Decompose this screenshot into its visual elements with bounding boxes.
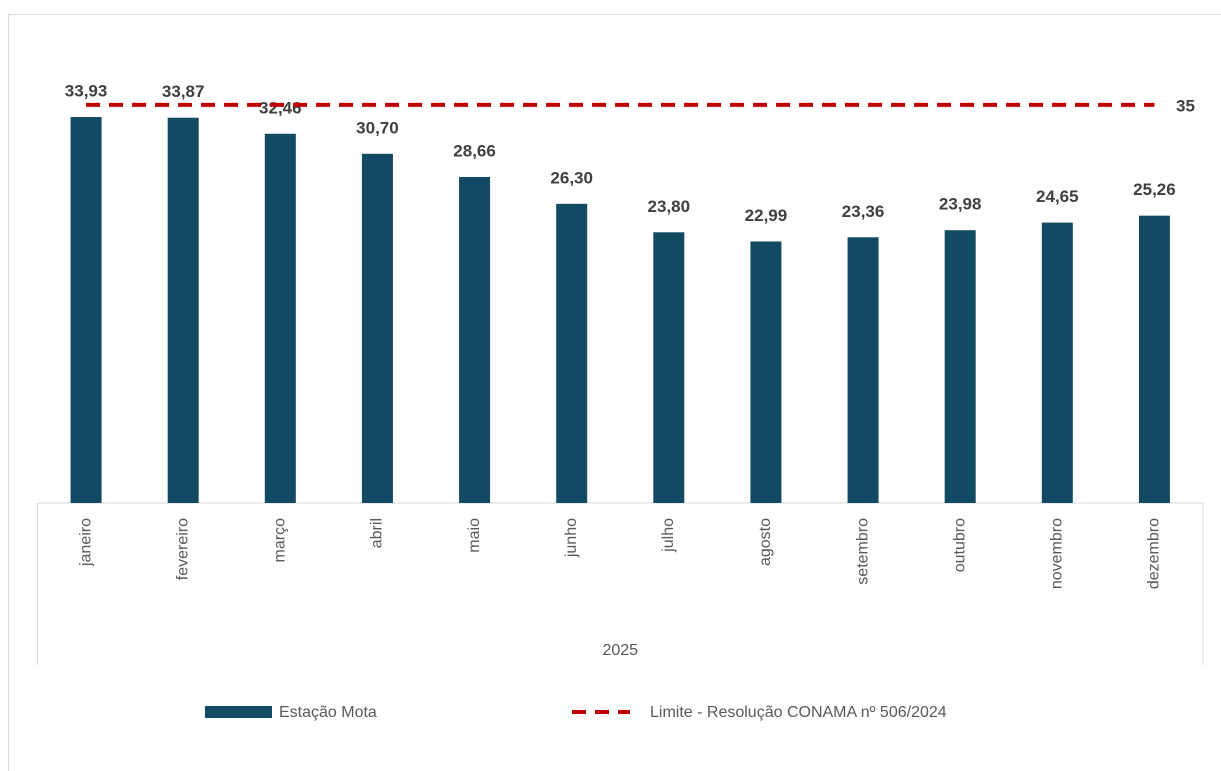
bar — [556, 203, 588, 503]
x-tick-label: abril — [369, 518, 386, 548]
data-label: 32,46 — [259, 98, 302, 117]
group-label: 2025 — [602, 642, 638, 659]
bar — [847, 237, 879, 503]
bar — [264, 133, 296, 503]
x-tick-label: dezembro — [1146, 518, 1163, 589]
bar — [1138, 215, 1170, 504]
data-label: 23,80 — [648, 197, 691, 216]
bar — [944, 230, 976, 504]
chart-frame — [8, 14, 1221, 771]
x-tick-label: julho — [660, 518, 677, 553]
x-tick-label: junho — [563, 518, 580, 558]
bar — [361, 153, 393, 503]
bar — [70, 117, 102, 503]
x-tick-label: maio — [466, 518, 483, 553]
x-tick-label: março — [272, 518, 289, 563]
x-tick-label: fevereiro — [174, 518, 191, 580]
bar — [750, 241, 782, 503]
data-label: 22,99 — [745, 206, 788, 225]
x-tick-label: outubro — [951, 518, 968, 572]
data-label: 28,66 — [453, 141, 496, 160]
data-label: 26,30 — [550, 168, 593, 187]
bar — [167, 117, 199, 503]
data-label: 23,98 — [939, 195, 982, 214]
legend-label: Estação Mota — [279, 704, 377, 721]
data-label: 33,93 — [65, 82, 108, 101]
x-tick-label: setembro — [854, 518, 871, 585]
legend-label: Limite - Resolução CONAMA nº 506/2024 — [650, 704, 947, 721]
bar — [459, 176, 491, 503]
x-tick-label: agosto — [757, 518, 774, 566]
x-tick-label: janeiro — [77, 518, 94, 567]
data-label: 23,36 — [842, 202, 885, 221]
x-tick-label: novembro — [1049, 518, 1066, 589]
data-label: 33,87 — [162, 82, 205, 101]
bar — [1041, 222, 1073, 503]
reference-label: 35 — [1176, 96, 1195, 115]
bar — [653, 232, 685, 503]
legend-swatch — [205, 706, 272, 718]
data-label: 30,70 — [356, 118, 399, 137]
data-label: 24,65 — [1036, 187, 1079, 206]
data-label: 25,26 — [1133, 180, 1176, 199]
